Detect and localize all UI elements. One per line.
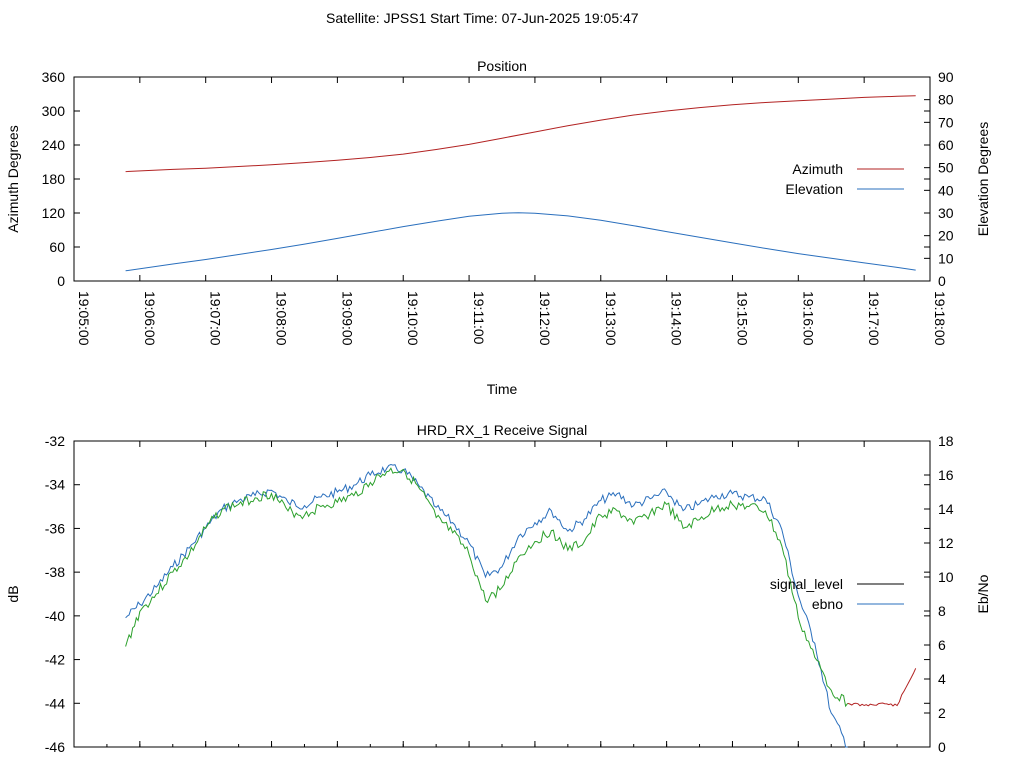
y-tick-label: -36 <box>45 520 65 536</box>
legend-label: Azimuth <box>792 161 843 177</box>
y-tick-label: -38 <box>45 564 65 580</box>
y2-tick-label: 0 <box>938 739 946 755</box>
y-tick-label: -46 <box>45 739 65 755</box>
x-tick-label: 19:07:00 <box>208 291 224 346</box>
plot-frame <box>73 76 931 282</box>
y-tick-label: -34 <box>45 477 65 493</box>
x-tick-label: 19:14:00 <box>669 291 685 346</box>
y2-tick-label: 2 <box>938 705 946 721</box>
x-tick-label: 19:16:00 <box>800 291 816 346</box>
y-tick-label: -32 <box>45 433 65 449</box>
receive-signal-chart: HRD_RX_1 Receive Signal -46 -44 -42 -40 -38 -3… <box>5 422 991 755</box>
y2-tick-label: 20 <box>938 228 954 244</box>
y2-tick-label: 10 <box>938 569 954 585</box>
y2-tick-label: 90 <box>938 69 954 85</box>
y2-tick-label: 12 <box>938 535 954 551</box>
y2-tick-label: 70 <box>938 114 954 130</box>
signal-level-tail-line <box>847 668 917 707</box>
y2-tick-label: 0 <box>938 273 946 289</box>
y2-tick-label: 18 <box>938 433 954 449</box>
x-tick-label: 19:05:00 <box>76 291 92 346</box>
y2-axis-label: Eb/No <box>975 574 991 613</box>
y2-tick-label: 10 <box>938 250 954 266</box>
position-chart: Position 0 60 120 180 240 300 360 0 10 20 30 40 50 60 7… <box>5 58 991 397</box>
y2-tick-label: 8 <box>938 603 946 619</box>
y2-tick-label: 40 <box>938 182 954 198</box>
y2-tick-label: 50 <box>938 160 954 176</box>
elevation-line <box>125 212 916 272</box>
y2-tick-label: 60 <box>938 137 954 153</box>
y-tick-label: -42 <box>45 652 65 668</box>
y2-tick-label: 4 <box>938 671 946 687</box>
legend-label: Elevation <box>785 181 843 197</box>
y-tick-label: -40 <box>45 608 65 624</box>
signal-level-line <box>125 467 849 708</box>
header-start-time: Start Time: 07-Jun-2025 19:05:47 <box>430 10 639 26</box>
y-tick-label: 180 <box>42 171 66 187</box>
y2-tick-label: 16 <box>938 467 954 483</box>
y2-tick-label: 80 <box>938 92 954 108</box>
x-tick-label: 19:12:00 <box>537 291 553 346</box>
y-tick-label: 120 <box>42 205 66 221</box>
x-tick-label: 19:09:00 <box>339 291 355 346</box>
x-tick-label: 19:17:00 <box>866 291 882 346</box>
x-tick-label: 19:06:00 <box>142 291 158 346</box>
header-satellite: Satellite: JPSS1 <box>326 10 427 26</box>
y-tick-label: 360 <box>42 69 66 85</box>
x-tick-label: 19:13:00 <box>603 291 619 346</box>
plot-frame <box>73 440 931 748</box>
y-tick-label: 240 <box>42 137 66 153</box>
y-axis-label: Azimuth Degrees <box>5 125 21 232</box>
y-tick-label: 60 <box>49 239 65 255</box>
x-tick-label: 19:18:00 <box>932 291 948 346</box>
x-tick-label: 19:08:00 <box>274 291 290 346</box>
y2-tick-label: 30 <box>938 205 954 221</box>
y2-tick-label: 14 <box>938 501 954 517</box>
x-tick-label: 19:10:00 <box>405 291 421 346</box>
x-tick-label: 19:11:00 <box>471 291 487 345</box>
azimuth-line <box>125 95 916 173</box>
y2-axis-label: Elevation Degrees <box>975 122 991 236</box>
y-tick-label: 300 <box>42 103 66 119</box>
x-tick-label: 19:15:00 <box>734 291 750 346</box>
chart-title: HRD_RX_1 Receive Signal <box>417 422 587 438</box>
legend-label: ebno <box>812 596 843 612</box>
y-axis-label: dB <box>5 585 21 602</box>
legend-label: signal_level <box>770 576 843 592</box>
y2-tick-label: 6 <box>938 637 946 653</box>
y-tick-label: -44 <box>45 695 65 711</box>
chart-title: Position <box>477 58 527 74</box>
x-axis-label: Time <box>487 381 518 397</box>
y-tick-label: 0 <box>57 273 65 289</box>
